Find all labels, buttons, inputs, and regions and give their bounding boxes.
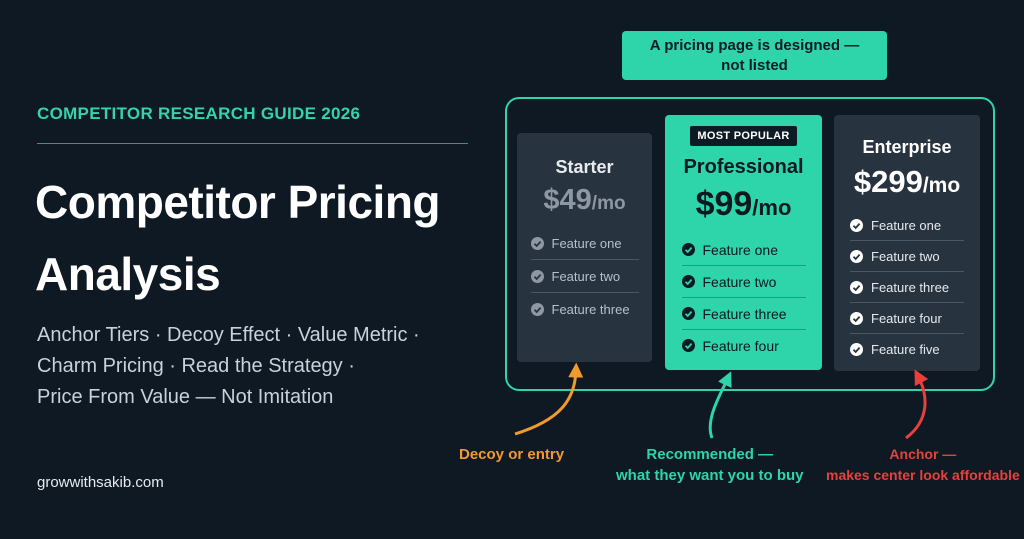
check-icon: [530, 302, 544, 316]
callout-line: A pricing page is designed —: [649, 36, 860, 54]
annotation-line: Anchor —: [889, 446, 957, 462]
tier-name: Enterprise: [862, 137, 952, 157]
callout: A pricing page is designed — not listed: [622, 31, 887, 80]
feature-row: Feature one: [850, 210, 964, 241]
check-icon: [530, 236, 544, 250]
check-icon: [850, 218, 863, 232]
subtitle-line: Charm Pricing · Read the Strategy ·: [37, 355, 355, 377]
feature-row: Feature four: [681, 330, 806, 361]
annotation-line: makes center look affordable: [826, 467, 1020, 483]
site-url: growwithsakib.com: [37, 474, 164, 491]
feature-row: Feature two: [530, 260, 639, 293]
check-icon: [850, 249, 863, 263]
title: Competitor Pricing Analysis: [35, 166, 441, 310]
feature: Feature two: [702, 273, 777, 290]
pricing-card: Starter $49/mo Feature one Feature two Featu…: [517, 133, 652, 362]
feature: Feature one: [702, 241, 779, 258]
tier-name: Professional: [683, 156, 804, 178]
feature: Feature three: [551, 301, 630, 317]
feature: Feature three: [702, 305, 787, 322]
feature-row: Feature three: [530, 293, 639, 325]
eyebrow: COMPETITOR RESEARCH GUIDE 2026: [37, 104, 361, 123]
price-period: /mo: [922, 174, 961, 197]
tier-price: $299/mo: [834, 164, 980, 200]
check-icon: [681, 339, 695, 352]
price-period: /mo: [591, 193, 626, 214]
feature-row: Feature three: [850, 272, 964, 303]
annotation-line: Recommended —: [646, 446, 774, 463]
feature-row: Feature one: [681, 234, 806, 266]
annotation-line: what they want you to buy: [616, 467, 804, 484]
price-amount: $299: [853, 164, 923, 199]
feature: Feature five: [871, 341, 940, 357]
subtitle: Anchor Tiers · Decoy Effect · Value Metr…: [37, 320, 420, 413]
pricing-card: MOST POPULAR Professional $99/mo Feature on…: [665, 115, 822, 370]
badge: MOST POPULAR: [690, 126, 797, 146]
feature: Feature three: [871, 279, 950, 295]
check-icon: [850, 311, 863, 325]
arrow: [905, 369, 929, 440]
check-icon: [850, 342, 863, 356]
pricing-frame: [505, 97, 995, 391]
tier-name: Starter: [555, 157, 614, 177]
pricing-card: Enterprise $299/mo Feature one Feature two F…: [834, 115, 980, 371]
feature-list: Feature one Feature two Feature three: [530, 227, 639, 325]
feature: Feature one: [551, 235, 622, 251]
feature-row: Feature five: [850, 334, 964, 364]
check-icon: [530, 269, 544, 283]
check-icon: [850, 280, 863, 294]
annotation-line: Decoy or entry: [459, 446, 565, 463]
tier-price: $49/mo: [517, 184, 652, 217]
price-amount: $49: [543, 184, 592, 216]
feature-list: Feature one Feature two Feature three Featu…: [850, 210, 964, 364]
feature: Feature two: [871, 248, 940, 264]
price-period: /mo: [752, 195, 792, 220]
subtitle-line: Anchor Tiers · Decoy Effect · Value Metr…: [37, 324, 420, 346]
subtitle-line: Price From Value — Not Imitation: [37, 386, 334, 408]
annotation: Decoy or entry: [459, 444, 564, 465]
callout-line: not listed: [721, 56, 788, 74]
feature-row: Feature two: [850, 241, 964, 272]
arrow: [708, 371, 732, 439]
feature: Feature four: [702, 337, 779, 354]
check-icon: [681, 307, 695, 320]
check-icon: [681, 275, 695, 288]
arrow: [514, 362, 584, 436]
annotation: Recommended — what they want you to buy: [616, 444, 804, 486]
feature-row: Feature four: [850, 303, 964, 334]
feature: Feature one: [871, 217, 942, 233]
price-amount: $99: [695, 185, 753, 223]
divider: [37, 143, 468, 144]
feature-row: Feature three: [681, 298, 806, 330]
feature: Feature two: [551, 268, 621, 284]
annotation: Anchor — makes center look affordable: [826, 444, 1020, 486]
title-line: Competitor Pricing: [35, 176, 441, 228]
title-line: Analysis: [35, 248, 221, 300]
feature-list: Feature one Feature two Feature three Featu…: [681, 234, 806, 361]
feature-row: Feature two: [681, 266, 806, 298]
feature-row: Feature one: [530, 227, 639, 260]
check-icon: [681, 243, 695, 256]
tier-price: $99/mo: [665, 185, 822, 224]
feature: Feature four: [871, 310, 942, 326]
